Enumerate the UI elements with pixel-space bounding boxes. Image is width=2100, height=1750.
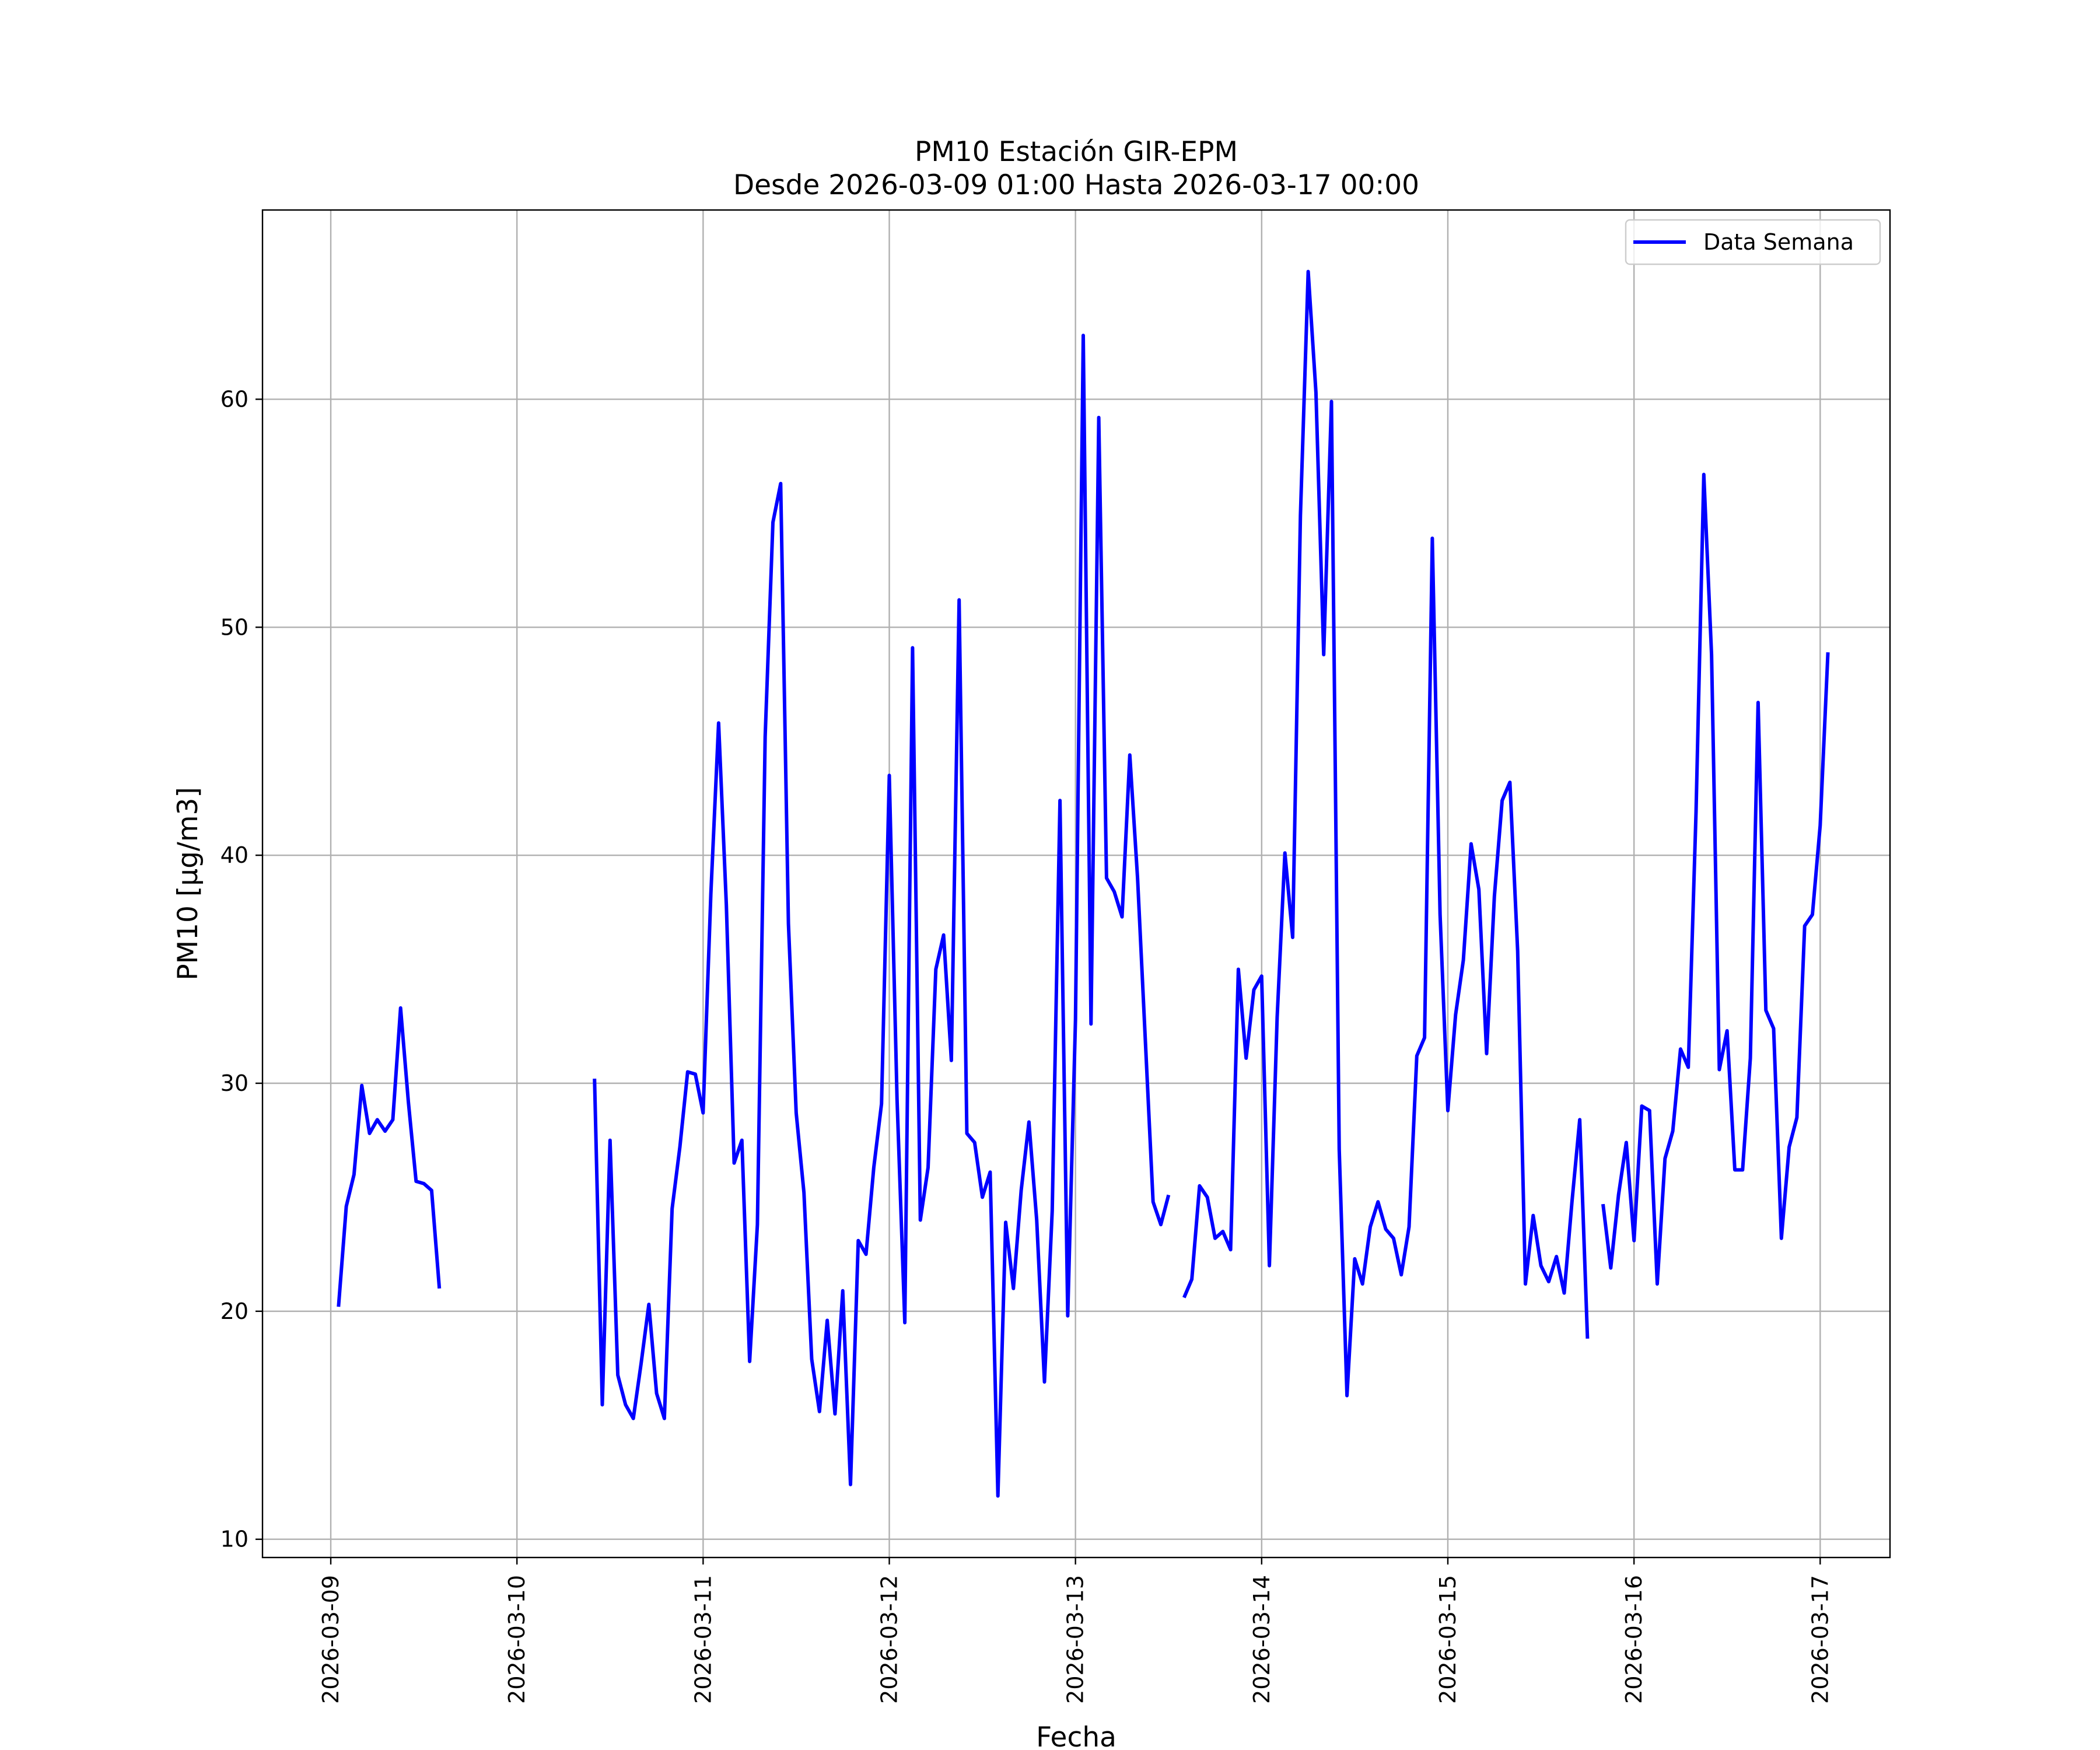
x-tick-label: 2026-03-12 bbox=[877, 1575, 902, 1704]
x-tick-label: 2026-03-09 bbox=[318, 1575, 344, 1704]
y-tick-label: 40 bbox=[220, 842, 249, 868]
y-tick-label: 30 bbox=[220, 1070, 249, 1096]
x-axis-label: Fecha bbox=[1036, 1721, 1116, 1750]
y-tick-label: 20 bbox=[220, 1298, 249, 1324]
grid bbox=[262, 210, 1890, 1558]
series-line bbox=[337, 270, 1830, 1498]
x-tick-label: 2026-03-15 bbox=[1435, 1575, 1461, 1704]
y-tick-label: 10 bbox=[220, 1527, 249, 1552]
legend: Data Semana bbox=[1625, 219, 1881, 265]
x-tick-label: 2026-03-16 bbox=[1621, 1575, 1647, 1704]
plot-frame bbox=[261, 209, 1891, 1559]
x-tick-label: 2026-03-17 bbox=[1807, 1575, 1833, 1704]
y-tick-label: 60 bbox=[220, 386, 249, 412]
x-tick-label: 2026-03-10 bbox=[504, 1575, 530, 1704]
legend-label: Data Semana bbox=[1703, 229, 1854, 255]
y-axis-label: PM10 [μg/m3] bbox=[172, 787, 204, 981]
y-tick-label: 50 bbox=[220, 614, 249, 640]
series-layer bbox=[337, 270, 1830, 1498]
y-axis: 10 20 30 40 50 60 bbox=[220, 386, 262, 1552]
x-tick-label: 2026-03-13 bbox=[1063, 1575, 1088, 1704]
chart-title: PM10 Estación GIR-EPM bbox=[915, 136, 1238, 168]
x-tick-label: 2026-03-11 bbox=[690, 1575, 716, 1704]
x-tick-label: 2026-03-14 bbox=[1249, 1575, 1275, 1704]
chart-subtitle: Desde 2026-03-09 01:00 Hasta 2026-03-17 … bbox=[733, 169, 1419, 201]
legend-box bbox=[1625, 219, 1881, 265]
x-axis: 2026-03-09 2026-03-10 2026-03-11 2026-03-12… bbox=[318, 1558, 1833, 1704]
